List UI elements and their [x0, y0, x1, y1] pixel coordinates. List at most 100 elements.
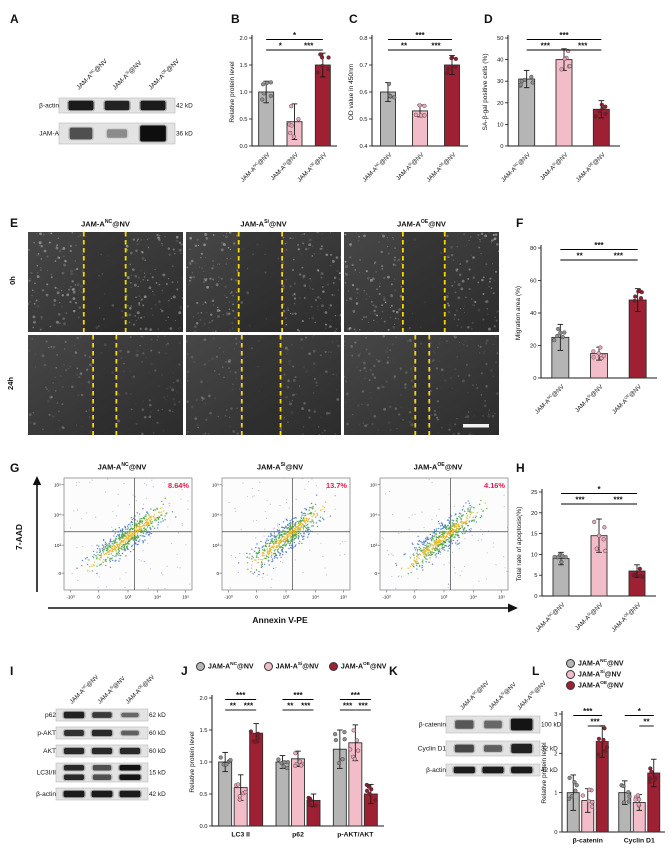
protein-band — [482, 766, 504, 774]
protein-band — [484, 720, 502, 729]
svg-text:JAM-ASi@NV: JAM-ASi@NV — [539, 151, 570, 182]
svg-text:10³: 10³ — [370, 543, 377, 548]
scatter-dots — [276, 757, 291, 771]
svg-text:p62: p62 — [45, 712, 56, 719]
svg-text:JAM-ASi@NV: JAM-ASi@NV — [395, 151, 426, 182]
svg-text:β-actin: β-actin — [39, 103, 59, 110]
svg-text:2.0: 2.0 — [239, 36, 247, 42]
legend-item: JAM-AOE@NV — [566, 681, 624, 690]
scale-bar — [463, 424, 489, 428]
svg-text:0.5: 0.5 — [239, 117, 247, 123]
cell-texture — [186, 230, 343, 334]
svg-text:Relative protein level: Relative protein level — [229, 61, 236, 123]
protein-band — [119, 774, 141, 780]
svg-text:25: 25 — [531, 490, 537, 496]
svg-text:30: 30 — [497, 79, 503, 85]
microscopy-image-svg — [186, 230, 343, 334]
svg-text:JAM-ANC@NV: JAM-ANC@NV — [459, 680, 491, 712]
protein-band — [106, 129, 128, 138]
scatter-dots — [596, 726, 610, 757]
panel-l-chart: 0 1 2 3 Relative protein level β-catenin Cycli… — [538, 696, 667, 850]
scatter-dots — [287, 104, 301, 139]
protein-band — [454, 744, 474, 753]
chart-svg: 0 20 40 60 80 Migration area (%) JAM-ANC@NV JAM… — [515, 241, 657, 416]
panel-k-western-blot: JAM-ANC@NV JAM-ASi@NV JAM-AOE@NV β-catenin 1… — [390, 664, 635, 789]
wound-image — [343, 334, 499, 440]
svg-text:10⁵: 10⁵ — [54, 482, 61, 487]
svg-text:Relative protein level: Relative protein level — [189, 731, 196, 793]
protein-band — [140, 100, 166, 111]
svg-text:0: 0 — [216, 571, 219, 576]
svg-text:4.16%: 4.16% — [484, 481, 505, 490]
svg-text:10⁴: 10⁴ — [212, 513, 219, 518]
svg-text:***: *** — [613, 496, 623, 505]
density-cloud — [69, 478, 191, 590]
svg-text:*: * — [293, 31, 297, 40]
scatter-dots — [333, 730, 347, 766]
scatter-dots — [552, 326, 567, 343]
panel-b-chart: 0.0 0.5 1.0 1.5 2.0 Relative protein level JAM… — [226, 16, 341, 213]
svg-text:0.8: 0.8 — [359, 36, 367, 42]
scatter-dots — [218, 755, 233, 767]
svg-text:p-AKT/AKT: p-AKT/AKT — [337, 832, 374, 839]
svg-text:20: 20 — [531, 511, 537, 517]
svg-text:-10³: -10³ — [224, 595, 233, 600]
svg-text:0: 0 — [58, 571, 61, 576]
svg-text:***: *** — [301, 702, 311, 711]
scatter-dots — [413, 103, 427, 118]
svg-text:**: ** — [401, 42, 408, 51]
svg-text:**: ** — [287, 702, 294, 711]
flow-x-axis-label: Annexin V-PE — [252, 615, 308, 625]
legend-color-dot — [566, 681, 575, 690]
svg-text:20: 20 — [530, 344, 536, 350]
svg-text:JAM-AOE@NV: JAM-AOE@NV — [146, 56, 181, 91]
panel-label-i: I — [10, 664, 14, 678]
wound-row-label-24h: 24h — [5, 377, 15, 390]
svg-text:1.5: 1.5 — [199, 728, 207, 734]
scatter-dots — [591, 345, 606, 361]
svg-text:60 kD: 60 kD — [149, 730, 166, 737]
svg-text:JAM-ASi@NV: JAM-ASi@NV — [269, 151, 300, 182]
chart-svg: 0.0 0.5 1.0 1.5 2.0 Relative protein level LC3… — [189, 691, 384, 839]
wound-image — [27, 231, 184, 337]
flow-plot: 10⁵ 10⁴ 10³ 0 -10³ 0 10³ 10⁴ 10⁵ 13.7% — [206, 476, 354, 613]
svg-text:LC3 II: LC3 II — [231, 832, 250, 839]
svg-text:**: ** — [230, 702, 237, 711]
svg-text:JAM-ASi@NV: JAM-ASi@NV — [96, 675, 126, 705]
svg-text:-10³: -10³ — [66, 595, 75, 600]
scatter-dots — [234, 782, 248, 802]
microscopy-image-svg — [185, 334, 341, 436]
protein-band — [92, 774, 112, 780]
panel-label-c: C — [349, 12, 358, 26]
wound-column-header-nc: JAM-ANC@NV — [81, 219, 130, 229]
svg-text:Migration area (%): Migration area (%) — [515, 286, 522, 340]
panel-i-western-blot: JAM-ANC@NV JAM-ASi@NV JAM-AOE@NV p62 62 kD p-… — [8, 662, 193, 812]
protein-band — [510, 718, 533, 731]
wound-image — [186, 230, 343, 337]
svg-text:JAM-ASi@NV: JAM-ASi@NV — [574, 601, 605, 632]
panel-label-j: J — [181, 664, 188, 678]
svg-text:5: 5 — [534, 573, 537, 579]
legend-label: JAM-AOE@NV — [578, 681, 624, 690]
density-cloud — [381, 478, 508, 591]
svg-text:80: 80 — [530, 246, 536, 252]
panel-label-h: H — [516, 461, 525, 475]
legend-label: JAM-ASi@NV — [578, 670, 622, 679]
scatter-dots — [364, 782, 378, 803]
panel-j-legend: JAM-ANC@NV JAM-ASi@NV JAM-AOE@NV — [196, 662, 386, 671]
svg-text:10⁴: 10⁴ — [470, 595, 477, 600]
protein-band — [119, 790, 141, 798]
svg-text:***: *** — [351, 691, 361, 700]
protein-band — [483, 745, 503, 752]
svg-text:10³: 10³ — [283, 595, 290, 600]
microscopy-image-svg — [27, 231, 184, 332]
svg-text:42 kD: 42 kD — [149, 791, 166, 798]
svg-text:**: ** — [577, 252, 584, 261]
svg-text:JAM-AOE@NV: JAM-AOE@NV — [124, 674, 156, 706]
density-cloud — [222, 477, 346, 589]
svg-text:62 kD: 62 kD — [149, 712, 166, 719]
protein-band — [69, 127, 93, 140]
svg-text:0.6: 0.6 — [359, 90, 367, 96]
svg-text:2: 2 — [554, 751, 557, 757]
